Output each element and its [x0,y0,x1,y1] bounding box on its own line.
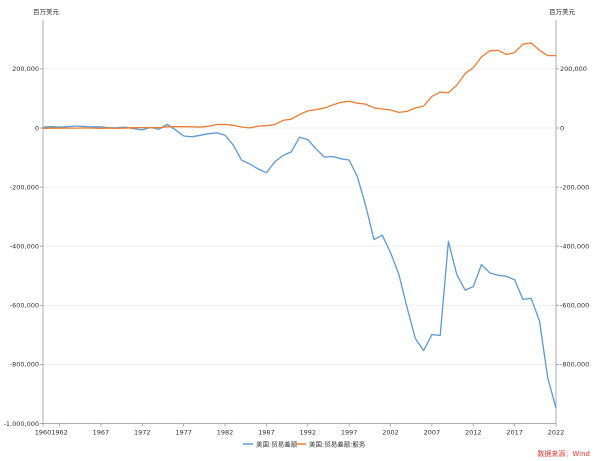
right-axis-unit: 百万美元 [549,7,576,16]
legend-item-trade-balance[interactable]: 美国:贸易差额 [243,440,298,449]
left-tick-label-3: -400,000 [10,243,39,251]
series-line-trade-balance [42,123,557,409]
x-tick-label-6: 1987 [258,429,275,437]
gridlines [43,68,556,424]
legend-label-trade-balance: 美国:贸易差额 [256,440,298,449]
series-line-services-balance [42,42,556,129]
left-tick-label-5: 0 [35,124,39,132]
right-tick-label-3: -200,000 [560,183,589,191]
x-tick-label-11: 2012 [465,429,482,437]
x-tick-label-3: 1972 [134,429,151,437]
legend-item-services-balance[interactable]: 美国:贸易差额:服务 [296,440,366,449]
right-tick-label-1: -600,000 [560,302,589,310]
right-tick-label-2: -400,000 [560,243,589,251]
right-tick-label-0: -800,000 [560,361,589,369]
x-tick-label-2: 1967 [93,429,110,437]
left-tick-label-1: -800,000 [10,361,39,369]
x-tick-label-13: 2022 [548,429,565,437]
axes: -1,000,000 -800,000 -600,000 -400,000 -200,0… [4,20,589,437]
x-tick-label-0: 1960 [35,429,52,437]
left-tick-label-0: -1,000,000 [4,420,39,428]
left-tick-label-2: -600,000 [10,302,39,310]
x-tick-label-8: 1997 [341,429,358,437]
left-tick-label-4: -200,000 [10,183,39,191]
x-tick-label-7: 1992 [300,429,317,437]
left-tick-label-6: 200,000 [12,65,39,73]
x-tick-label-12: 2017 [506,429,523,437]
left-axis-unit: 百万美元 [33,7,60,16]
x-tick-label-5: 1982 [217,429,234,437]
right-tick-label-4: 0 [560,124,564,132]
right-tick-label-5: 200,000 [560,65,587,73]
x-tick-label-10: 2007 [424,429,441,437]
data-source-note: 数据来源：Wind [537,449,590,458]
series-layer [42,42,557,409]
x-tick-label-9: 2002 [382,429,399,437]
x-tick-label-1: 1962 [51,429,68,437]
legend: 美国:贸易差额 美国:贸易差额:服务 [243,440,366,449]
x-tick-label-4: 1977 [175,429,192,437]
legend-label-services-balance: 美国:贸易差额:服务 [309,440,366,449]
